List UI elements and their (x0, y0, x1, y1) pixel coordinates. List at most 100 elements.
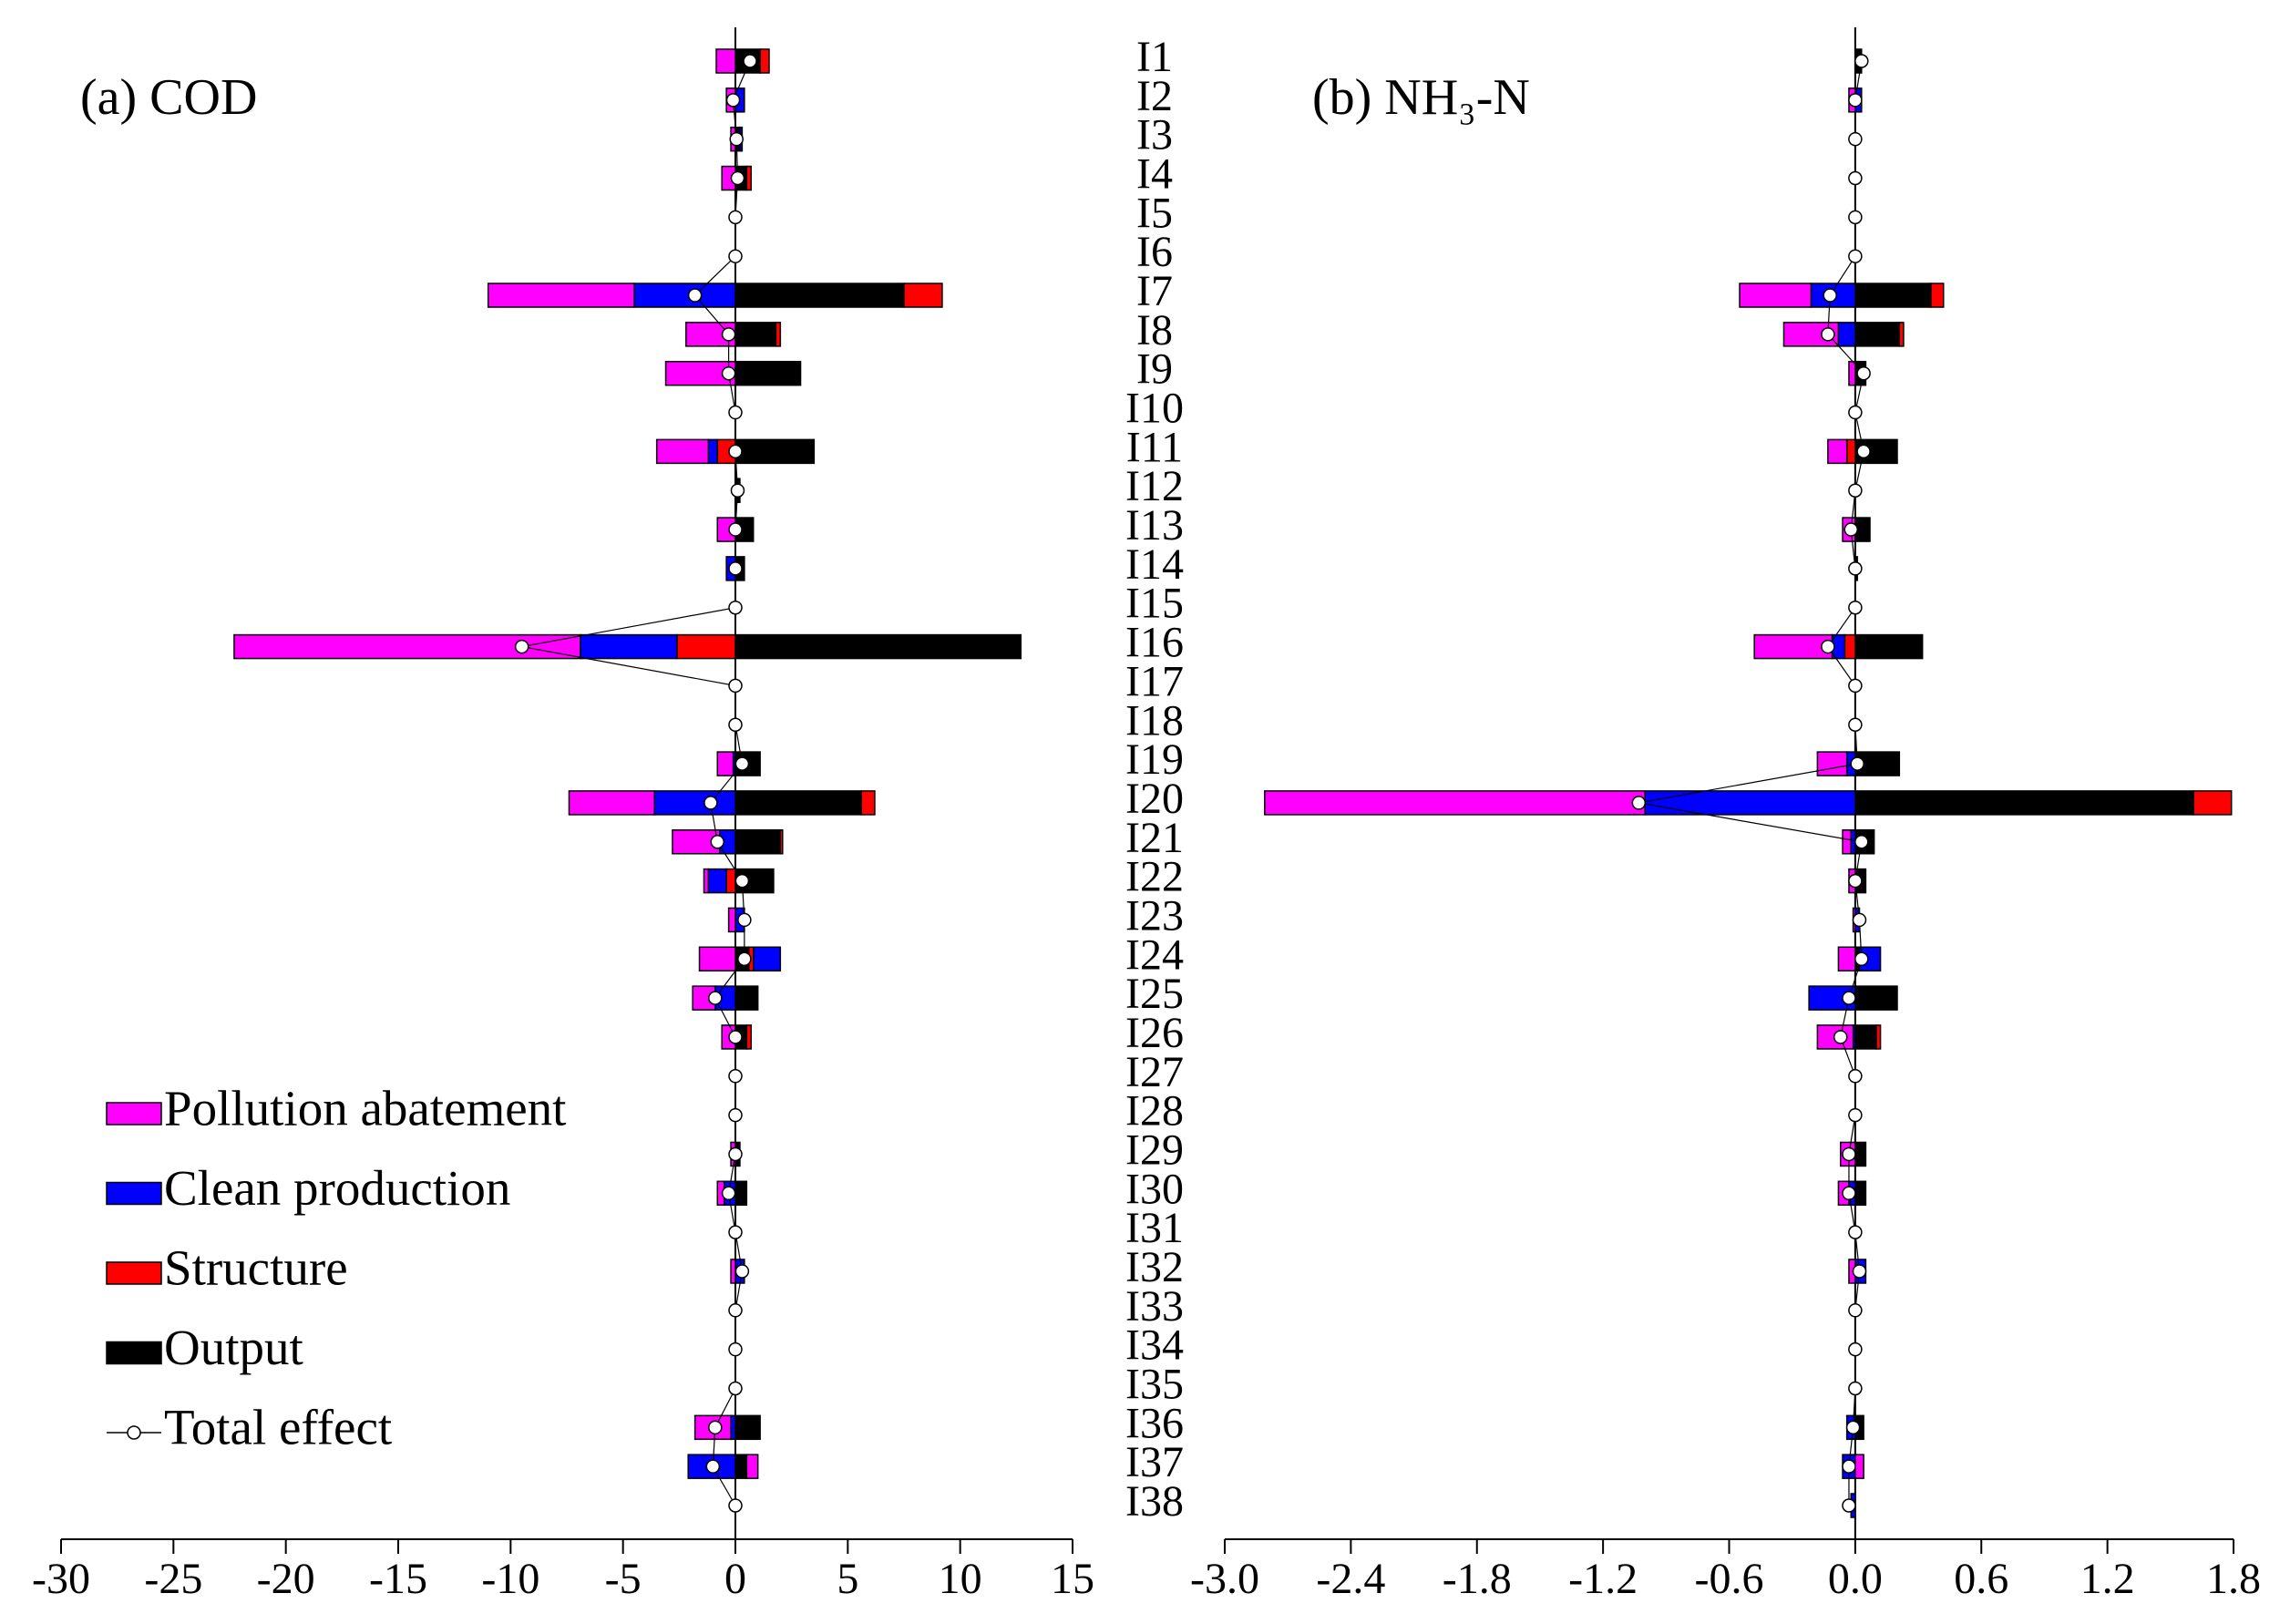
x-tick-label: -1.2 (1568, 1555, 1638, 1603)
total-marker (721, 365, 736, 381)
total-marker (1844, 522, 1859, 537)
total-marker (710, 835, 725, 849)
total-marker (1848, 717, 1863, 732)
total-marker (1856, 365, 1871, 381)
category-label: I16 (1125, 619, 1184, 667)
x-tick-label: -20 (257, 1555, 315, 1603)
x-tick-label: 0 (724, 1555, 746, 1603)
category-label: I36 (1125, 1399, 1184, 1447)
category-label: I26 (1125, 1009, 1184, 1057)
total-marker (1821, 327, 1835, 342)
total-marker (721, 1186, 736, 1201)
bar (1844, 633, 1856, 660)
total-marker (705, 1459, 721, 1474)
bar (727, 907, 736, 933)
x-tick-label: -3.0 (1190, 1555, 1259, 1603)
bar (1848, 360, 1856, 386)
total-line (1638, 60, 1864, 1506)
category-label: I29 (1125, 1125, 1184, 1174)
legend-swatch (106, 1181, 162, 1206)
bar (703, 868, 710, 894)
category-label: I19 (1125, 735, 1184, 784)
x-tick-label: -0.6 (1695, 1555, 1764, 1603)
category-label: I15 (1125, 580, 1184, 628)
bar (734, 790, 862, 816)
total-marker (708, 1420, 723, 1435)
bar (734, 1414, 761, 1441)
total-marker (1848, 873, 1863, 889)
total-marker (1848, 600, 1863, 615)
total-marker (730, 483, 745, 498)
bar (580, 633, 678, 660)
total-marker (1848, 131, 1863, 147)
bar (1854, 1024, 1877, 1050)
bar (752, 946, 782, 972)
legend-swatch (106, 1341, 162, 1365)
x-tick-label: 1.8 (2206, 1555, 2261, 1603)
bar (903, 283, 943, 308)
bar (707, 868, 727, 894)
total-marker (728, 600, 743, 615)
category-label: I13 (1125, 501, 1184, 550)
bar (734, 438, 816, 465)
total-marker (514, 639, 529, 654)
category-label: I23 (1125, 891, 1184, 940)
bar (734, 1180, 748, 1207)
bar (734, 1454, 748, 1479)
total-marker (1848, 561, 1863, 576)
total-marker (1842, 1146, 1856, 1162)
category-label: I9 (1136, 345, 1173, 394)
total-marker (1842, 1498, 1856, 1513)
total-marker (728, 717, 743, 732)
category-label: I37 (1125, 1438, 1184, 1486)
total-marker (730, 170, 745, 186)
bar (1854, 1454, 1864, 1479)
category-label: I25 (1125, 970, 1184, 1018)
x-tick-label: 15 (1051, 1555, 1094, 1603)
category-label: I18 (1125, 696, 1184, 745)
x-tick-label: 1.2 (2080, 1555, 2135, 1603)
total-marker (728, 249, 743, 263)
total-marker (1823, 288, 1837, 303)
bar (1827, 438, 1848, 465)
category-label: I27 (1125, 1048, 1184, 1096)
bar (1875, 1024, 1882, 1050)
bar (568, 790, 655, 816)
x-tick-label: -15 (369, 1555, 427, 1603)
bar (745, 1454, 759, 1479)
total-line (521, 60, 751, 1506)
category-label: I11 (1126, 423, 1183, 471)
category-label: I8 (1136, 306, 1173, 355)
total-marker (1848, 1107, 1863, 1123)
category-label: I22 (1125, 853, 1184, 901)
total-marker (737, 912, 752, 928)
category-label: I38 (1125, 1477, 1184, 1526)
x-tick-label: -30 (32, 1555, 90, 1603)
x-tick-label: -5 (605, 1555, 642, 1603)
legend-label: Total effect (164, 1400, 392, 1455)
bar (734, 633, 1022, 660)
total-marker (687, 288, 703, 303)
bar (734, 829, 782, 855)
chart-title: (b) NH₃-N (1312, 69, 1530, 126)
total-marker (1848, 249, 1863, 263)
total-marker (1850, 756, 1864, 771)
total-marker (1821, 639, 1835, 654)
total-marker (728, 1030, 743, 1044)
legend-label: Clean production (164, 1160, 510, 1216)
x-tick-label: -1.8 (1443, 1555, 1512, 1603)
bar (734, 322, 777, 347)
category-label: I10 (1125, 385, 1184, 433)
bar (1854, 1180, 1867, 1207)
x-tick-label: -25 (144, 1555, 202, 1603)
bar (633, 283, 736, 308)
total-marker (1833, 1030, 1848, 1044)
category-label: I5 (1136, 189, 1173, 237)
total-marker (734, 756, 750, 771)
total-marker (729, 131, 744, 147)
total-marker (1848, 1303, 1863, 1318)
category-label: I30 (1125, 1165, 1184, 1213)
total-marker (1848, 1225, 1863, 1239)
total-marker (734, 1264, 750, 1279)
total-marker (721, 327, 736, 342)
